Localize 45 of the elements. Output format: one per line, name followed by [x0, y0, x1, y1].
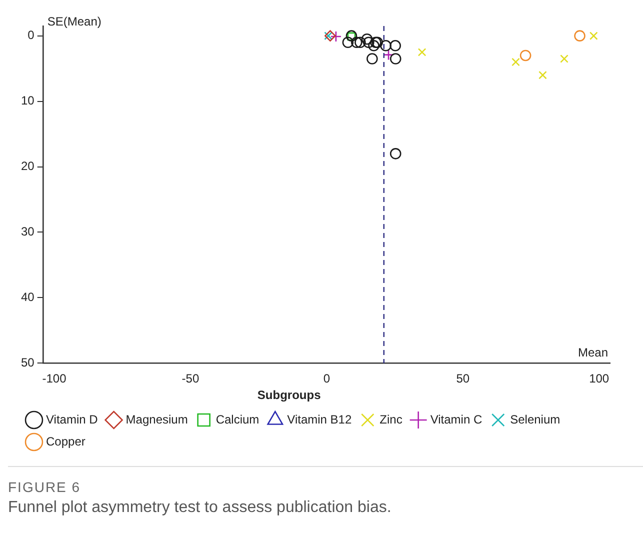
point: [362, 36, 374, 48]
text: Funnel plot asymmetry test to assess publication bias.: [8, 499, 392, 517]
point: [382, 49, 394, 60]
legend-label: Copper: [46, 434, 86, 448]
point: [342, 36, 354, 48]
y-tick-label: 30: [20, 224, 35, 239]
point: [589, 32, 598, 40]
x-tick-label: 100: [589, 372, 610, 386]
x-axis-title: Mean: [578, 346, 608, 360]
point: [512, 58, 520, 66]
x-tick-label: -50: [182, 372, 200, 386]
legend-label: Selenium: [510, 412, 560, 426]
legend-label: Vitamin B12: [287, 412, 352, 426]
point: [330, 30, 342, 42]
point: [390, 40, 401, 52]
legend-label: Vitamin C: [430, 412, 482, 426]
x-tick-label: -100: [42, 372, 67, 386]
point: [418, 48, 426, 56]
point: [350, 36, 362, 48]
legend-label: Zinc: [380, 412, 402, 426]
x-tick-label: 50: [456, 372, 470, 386]
caption: FIGURE 6: [8, 479, 82, 495]
point: [390, 148, 402, 160]
point: [390, 53, 402, 64]
y-tick-label: 40: [20, 290, 35, 304]
y-tick-label: 0: [28, 28, 35, 42]
point: [366, 53, 378, 64]
y-tick-label: 10: [20, 94, 35, 108]
point: [560, 54, 568, 63]
legend-label: Vitamin D: [46, 412, 98, 426]
legend-title: Subgroups: [257, 388, 322, 402]
x-tick-label: 0: [323, 372, 330, 386]
point: [538, 70, 547, 80]
point: [354, 36, 366, 48]
point: [380, 40, 392, 52]
point: [324, 30, 336, 42]
legend-label: Calcium: [216, 412, 260, 426]
point: [574, 30, 586, 42]
point: [520, 50, 532, 62]
y-tick-label: 20: [20, 159, 35, 174]
y-tick-label: 50: [20, 356, 35, 370]
legend-label: Magnesium: [126, 412, 188, 426]
y-axis-title: SE(Mean): [47, 14, 102, 28]
point: [361, 33, 373, 45]
point: [368, 40, 380, 52]
